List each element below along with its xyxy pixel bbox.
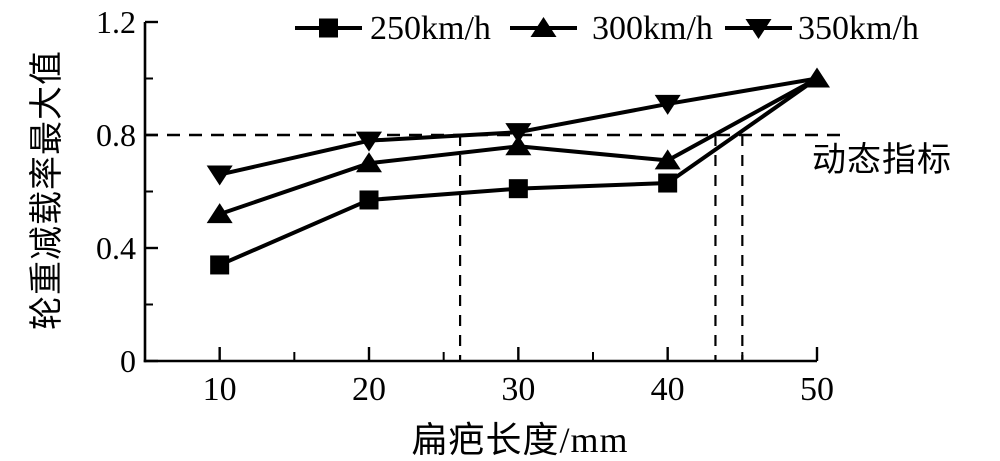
x-tick-label: 30 xyxy=(501,371,535,408)
y-tick-label: 0 xyxy=(120,343,136,379)
legend-label-300: 300km/h xyxy=(592,10,713,47)
triangle-down-marker-icon xyxy=(505,123,532,144)
square-marker-icon xyxy=(359,190,379,210)
series-350km-h xyxy=(206,76,818,186)
triangle-up-marker-icon xyxy=(804,67,830,88)
legend-item-300km-h xyxy=(510,17,577,37)
square-marker-icon xyxy=(210,255,230,275)
triangle-down-marker-icon xyxy=(206,165,233,186)
dynamic-indicator-annotation: 动态指标 xyxy=(812,141,952,179)
y-tick-label: 0.4 xyxy=(96,230,136,266)
square-marker-icon xyxy=(508,179,528,199)
square-marker-icon xyxy=(658,173,678,193)
triangle-down-marker-icon xyxy=(356,131,382,152)
legend-item-350km-h xyxy=(725,19,792,39)
legend xyxy=(295,17,792,39)
x-tick-label: 20 xyxy=(352,371,386,408)
legend-item-250km-h xyxy=(295,18,362,38)
reference-lines xyxy=(145,133,848,361)
triangle-down-marker-icon xyxy=(654,94,681,115)
x-tick-label: 10 xyxy=(203,371,237,408)
x-tick-label: 50 xyxy=(800,371,834,408)
y-tick-label: 1.2 xyxy=(96,4,136,40)
y-axis-title: 轮重减载率最大值 xyxy=(28,50,66,330)
triangle-up-marker-icon xyxy=(356,152,382,173)
data-series xyxy=(206,67,830,275)
axes: 0 0.4 0.8 1.2 10 20 30 40 50 xyxy=(96,4,834,408)
triangle-down-marker-icon xyxy=(745,19,772,39)
series-line xyxy=(218,76,819,267)
x-axis-title: 扁疤长度/mm xyxy=(411,420,628,460)
triangle-up-marker-icon xyxy=(530,17,557,37)
x-tick-label: 40 xyxy=(651,371,685,408)
triangle-up-marker-icon xyxy=(505,135,532,156)
triangle-up-marker-icon xyxy=(206,203,233,224)
triangle-up-marker-icon xyxy=(654,149,681,170)
series-300km-h xyxy=(206,67,830,224)
legend-label-350: 350km/h xyxy=(798,10,919,47)
series-250km-h xyxy=(210,76,819,275)
legend-label-250: 250km/h xyxy=(370,10,491,47)
y-tick-label: 0.8 xyxy=(96,117,136,153)
square-marker-icon xyxy=(319,18,338,38)
